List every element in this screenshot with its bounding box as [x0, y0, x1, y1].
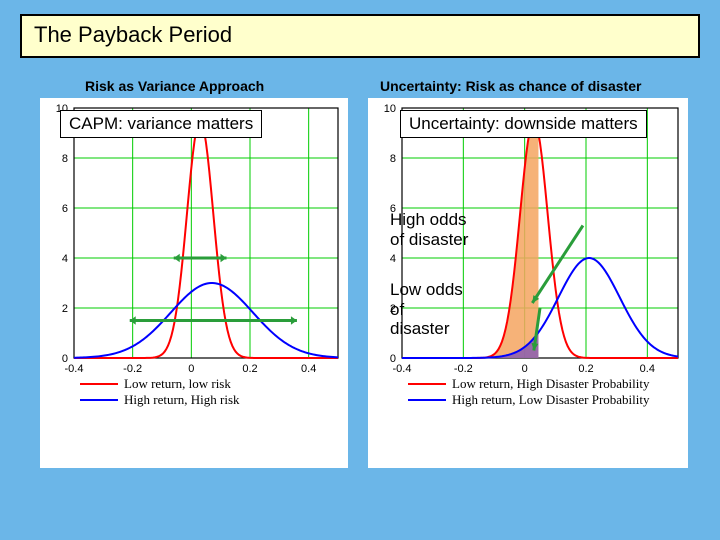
- uncertainty-overlay: Uncertainty: downside matters: [400, 110, 647, 138]
- svg-text:0.2: 0.2: [578, 363, 593, 375]
- low-odds-overlay: Low odds ofdisaster: [390, 280, 463, 339]
- svg-text:High return, High risk: High return, High risk: [124, 392, 240, 407]
- capm-overlay: CAPM: variance matters: [60, 110, 262, 138]
- left-chart-panel: -0.4-0.200.20.40246810Low return, low ri…: [40, 98, 348, 468]
- svg-text:-0.2: -0.2: [123, 363, 142, 375]
- svg-text:2: 2: [62, 303, 68, 315]
- high-odds-overlay: High oddsof disaster: [390, 210, 468, 249]
- svg-text:0: 0: [522, 363, 528, 375]
- svg-text:4: 4: [62, 253, 68, 265]
- svg-text:8: 8: [62, 153, 68, 165]
- svg-text:-0.2: -0.2: [454, 363, 473, 375]
- svg-text:0.2: 0.2: [242, 363, 257, 375]
- svg-text:10: 10: [384, 103, 396, 115]
- svg-text:6: 6: [62, 203, 68, 215]
- svg-text:0.4: 0.4: [640, 363, 655, 375]
- svg-text:0: 0: [390, 353, 396, 365]
- svg-text:Low return, low risk: Low return, low risk: [124, 376, 231, 391]
- svg-text:8: 8: [390, 153, 396, 165]
- svg-text:4: 4: [390, 253, 396, 265]
- page-title: The Payback Period: [34, 22, 232, 47]
- left-chart-svg: -0.4-0.200.20.40246810Low return, low ri…: [40, 98, 348, 468]
- title-box: The Payback Period: [20, 14, 700, 58]
- svg-text:0.4: 0.4: [301, 363, 316, 375]
- svg-text:High return, Low Disaster Prob: High return, Low Disaster Probability: [452, 392, 650, 407]
- right-chart-title: Uncertainty: Risk as chance of disaster: [380, 78, 641, 94]
- svg-text:Low return, High Disaster Prob: Low return, High Disaster Probability: [452, 376, 650, 391]
- svg-text:0: 0: [188, 363, 194, 375]
- left-chart-title: Risk as Variance Approach: [85, 78, 264, 94]
- svg-text:0: 0: [62, 353, 68, 365]
